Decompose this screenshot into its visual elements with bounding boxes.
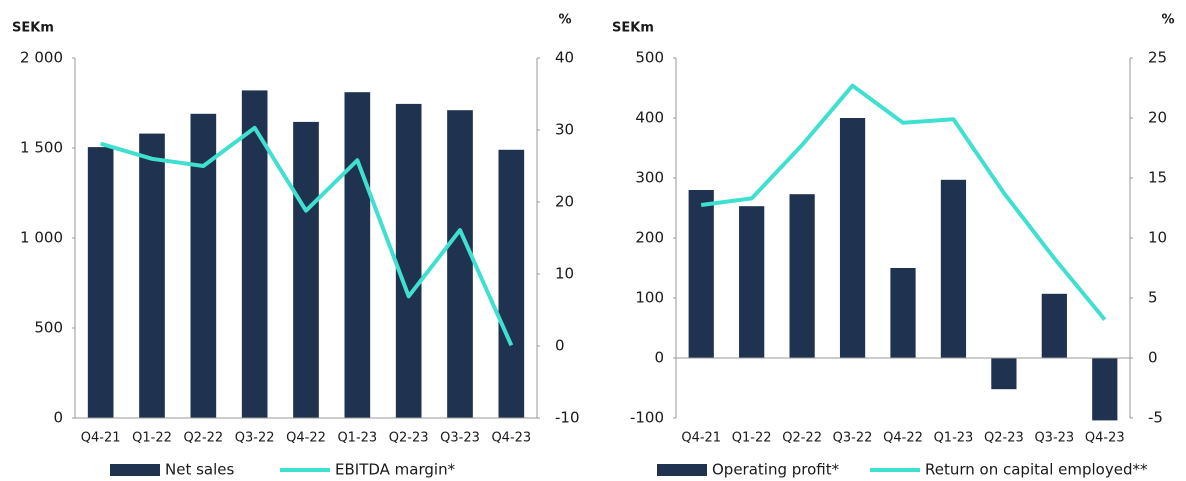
bar (789, 194, 815, 358)
y-tick-label: 500 (635, 49, 664, 67)
y2-tick-label: 30 (555, 121, 574, 139)
bar (293, 121, 319, 419)
x-tick-label: Q3-22 (833, 431, 873, 446)
y-tick-label: -100 (630, 409, 664, 427)
y2-tick-label: 20 (555, 193, 574, 211)
bar (1041, 293, 1067, 358)
y2-tick-label: 40 (555, 49, 574, 67)
y-tick-label: 2 000 (20, 49, 63, 67)
x-tick-label: Q1-22 (732, 431, 772, 446)
y2-tick-label: 10 (1148, 229, 1167, 247)
bar (688, 190, 714, 358)
y-tick-label: 0 (654, 349, 664, 367)
x-tick-label: Q4-23 (1085, 431, 1125, 446)
legend-label: Net sales (165, 461, 235, 479)
x-tick-label: Q4-23 (491, 431, 531, 446)
x-tick-label: Q2-22 (782, 431, 822, 446)
y2-tick-label: -10 (555, 409, 580, 427)
x-tick-label: Q2-23 (984, 431, 1024, 446)
bar (1092, 358, 1118, 421)
x-tick-label: Q3-23 (440, 431, 480, 446)
y-tick-label: 1 500 (20, 139, 63, 157)
x-tick-label: Q2-23 (389, 431, 429, 446)
bar (344, 92, 371, 418)
y-tick-label: 100 (635, 289, 664, 307)
line (100, 125, 514, 347)
legend-label: Operating profit* (712, 461, 840, 479)
bar (139, 133, 165, 418)
legend-swatch (657, 464, 707, 476)
bar (395, 103, 422, 419)
x-tick-label: Q4-21 (681, 431, 721, 446)
bar (991, 358, 1017, 390)
y-tick-label: 500 (34, 319, 63, 337)
x-tick-label: Q1-23 (934, 431, 974, 446)
bar (839, 118, 866, 358)
y-tick-label: 400 (635, 109, 664, 127)
legend-swatch (110, 464, 160, 476)
y-axis-label: SEKm (612, 21, 654, 36)
y2-tick-label: 0 (555, 337, 565, 355)
legend-label: EBITDA margin* (335, 461, 456, 479)
x-tick-label: Q2-22 (183, 431, 223, 446)
line (700, 83, 1107, 321)
x-tick-label: Q4-22 (883, 431, 923, 446)
y-axis-label: SEKm (12, 21, 54, 36)
x-tick-label: Q4-22 (286, 431, 326, 446)
y-tick-label: 200 (635, 229, 664, 247)
bar (498, 149, 525, 419)
legend-label: Return on capital employed** (925, 461, 1148, 479)
y2-tick-label: 10 (555, 265, 574, 283)
y2-axis-label: % (1161, 13, 1174, 28)
y2-tick-label: 15 (1148, 169, 1167, 187)
x-tick-label: Q1-23 (337, 431, 377, 446)
x-tick-label: Q4-21 (81, 431, 121, 446)
y-tick-label: 300 (635, 169, 664, 187)
bar (447, 110, 473, 418)
bar (890, 268, 916, 358)
x-tick-label: Q3-22 (235, 431, 275, 446)
y2-axis-label: % (558, 13, 571, 28)
y2-tick-label: 5 (1148, 289, 1158, 307)
x-tick-label: Q3-23 (1034, 431, 1074, 446)
bar (739, 206, 765, 358)
bar (87, 147, 114, 418)
y2-tick-label: 20 (1148, 109, 1167, 127)
y2-tick-label: -5 (1148, 409, 1163, 427)
y-tick-label: 1 000 (20, 229, 63, 247)
bar (940, 179, 967, 358)
y2-tick-label: 25 (1148, 49, 1167, 67)
y-tick-label: 0 (53, 409, 63, 427)
x-tick-label: Q1-22 (132, 431, 172, 446)
y2-tick-label: 0 (1148, 349, 1158, 367)
